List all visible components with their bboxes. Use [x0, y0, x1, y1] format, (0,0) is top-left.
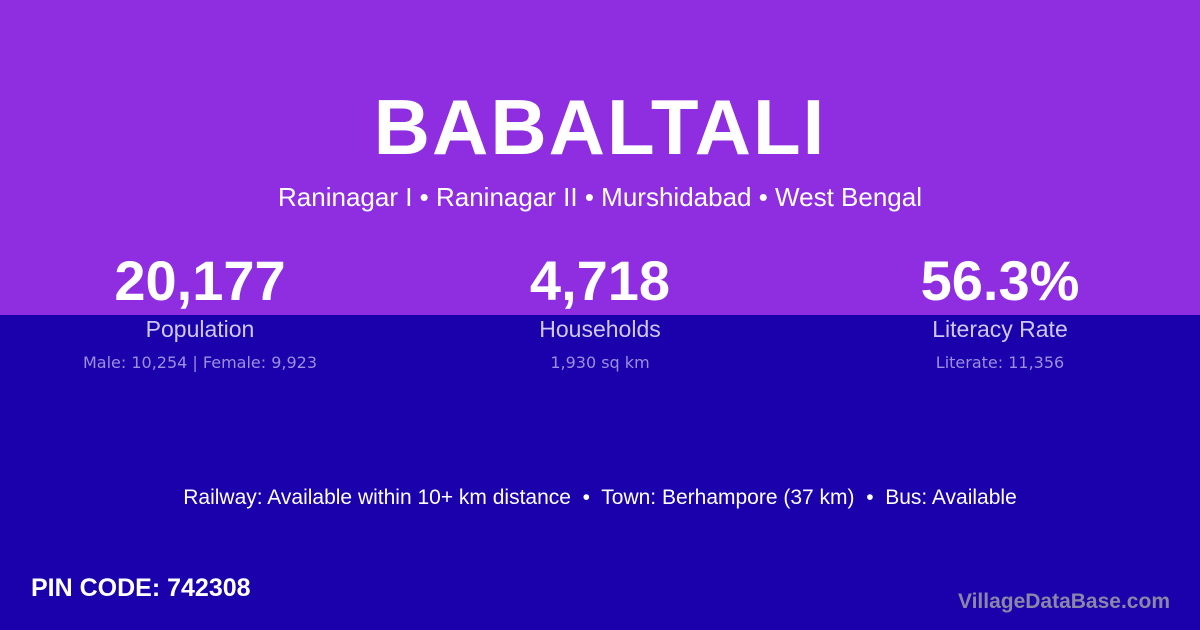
stat-label: Households	[539, 316, 661, 342]
brand-watermark: VillageDataBase.com	[957, 590, 1170, 613]
connectivity-info: Railway: Available within 10+ km distanc…	[183, 486, 1017, 509]
stat-label: Population	[145, 316, 255, 342]
stat-detail: 1,930 sq km	[550, 353, 650, 372]
stat-literacy: 56.3% Literacy Rate Literate: 11,356	[800, 248, 1200, 372]
stat-label: Literacy Rate	[932, 316, 1068, 342]
stat-value: 56.3%	[920, 249, 1080, 312]
location-breadcrumb: Raninagar I • Raninagar II • Murshidabad…	[278, 182, 922, 212]
pin-code: PIN CODE: 742308	[31, 574, 251, 602]
stat-value: 20,177	[114, 249, 286, 312]
header-band	[0, 0, 1200, 315]
stat-detail: Male: 10,254 | Female: 9,923	[82, 353, 318, 372]
stat-detail: Literate: 11,356	[935, 353, 1065, 372]
stat-value: 4,718	[529, 249, 671, 312]
village-title: BABALTALI	[373, 83, 827, 171]
stat-households: 4,718 Households 1,930 sq km	[400, 248, 800, 372]
stat-population: 20,177 Population Male: 10,254 | Female:…	[0, 248, 400, 372]
